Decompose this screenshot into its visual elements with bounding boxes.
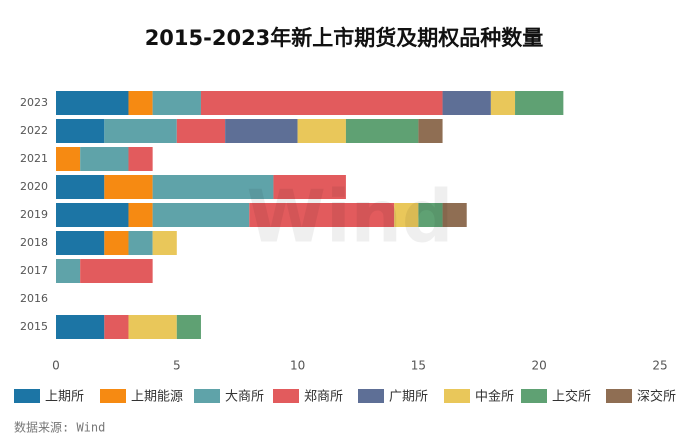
legend-swatch <box>273 389 299 403</box>
x-tick-label: 0 <box>52 359 60 373</box>
bar-segment <box>490 91 516 115</box>
bar-segment <box>515 91 564 115</box>
legend-swatch <box>100 389 126 403</box>
bar-segment <box>152 203 250 227</box>
bar-segment <box>56 91 129 115</box>
y-tick-label: 2018 <box>20 236 48 249</box>
bar-segment <box>442 91 491 115</box>
bar-segment <box>273 175 346 199</box>
bar-segment <box>152 175 274 199</box>
y-tick-label: 2017 <box>20 264 48 277</box>
x-tick-label: 25 <box>652 359 667 373</box>
legend-swatch <box>194 389 220 403</box>
legend-label: 广期所 <box>389 390 428 405</box>
legend-label: 中金所 <box>475 389 514 405</box>
bar-segment <box>104 315 129 339</box>
bar-segment <box>56 315 105 339</box>
bar-segment <box>200 91 443 115</box>
bar-segment <box>249 203 395 227</box>
x-tick-label: 5 <box>173 359 181 373</box>
y-tick-label: 2021 <box>20 152 48 165</box>
bar-segment <box>297 119 346 143</box>
bar-segment <box>56 175 105 199</box>
bar-segment <box>128 91 153 115</box>
legend-label: 大商所 <box>225 390 264 405</box>
x-tick-label: 10 <box>290 359 305 373</box>
bar-segment <box>128 203 153 227</box>
x-tick-label: 15 <box>411 359 426 373</box>
bar-segment <box>176 315 201 339</box>
bar-segment <box>442 203 467 227</box>
bar-segment <box>418 203 443 227</box>
bar-segment <box>176 119 226 143</box>
bar-segment <box>104 175 153 199</box>
bar-segment <box>56 231 105 255</box>
x-tick-label: 20 <box>532 359 547 373</box>
bar-segment <box>345 119 419 143</box>
y-tick-label: 2015 <box>20 320 48 333</box>
bar-segment <box>418 119 443 143</box>
y-tick-label: 2019 <box>20 208 48 221</box>
legend-swatch <box>14 389 40 403</box>
legend-swatch <box>444 389 470 403</box>
bar-segment <box>56 119 105 143</box>
legend-label: 上期能源 <box>131 390 183 405</box>
legend-label: 上交所 <box>552 389 591 405</box>
bar-segment <box>128 231 153 255</box>
bar-segment <box>56 259 81 283</box>
bar-segment <box>128 315 177 339</box>
source-note: 数据来源: Wind <box>14 420 105 435</box>
y-tick-label: 2016 <box>20 292 48 305</box>
y-tick-label: 2022 <box>20 124 48 137</box>
bar-segment <box>225 119 298 143</box>
bar-segment <box>394 203 419 227</box>
bar-segment <box>128 147 153 171</box>
bar-segment <box>80 147 129 171</box>
bar-segment <box>80 259 153 283</box>
legend-swatch <box>521 389 547 403</box>
legend-label: 深交所 <box>637 389 676 405</box>
legend-swatch <box>358 389 384 403</box>
bar-segment <box>104 119 177 143</box>
bar-segment <box>152 231 177 255</box>
watermark: Wind <box>247 175 454 259</box>
y-tick-label: 2020 <box>20 180 48 193</box>
bar-segment <box>56 147 81 171</box>
bar-segment <box>104 231 129 255</box>
y-tick-label: 2023 <box>20 96 48 109</box>
bar-segment <box>152 91 201 115</box>
legend-label: 郑商所 <box>304 390 343 405</box>
legend-label: 上期所 <box>45 390 84 405</box>
chart-title: 2015-2023年新上市期货及期权品种数量 <box>145 26 544 50</box>
bar-segment <box>56 203 129 227</box>
legend-swatch <box>606 389 632 403</box>
